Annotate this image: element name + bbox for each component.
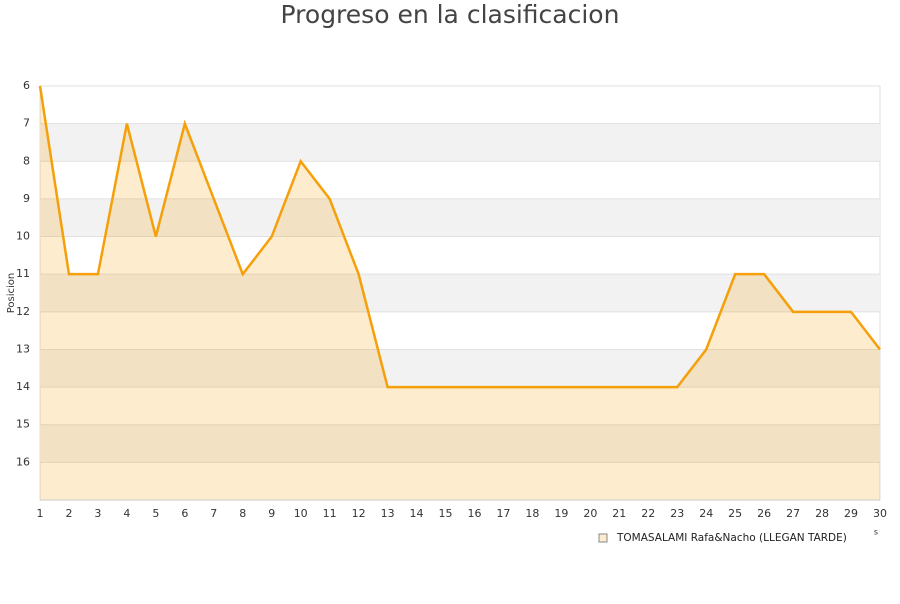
y-tick-label: 12 xyxy=(16,305,30,318)
x-tick-label: 10 xyxy=(294,507,308,520)
y-tick-label: 8 xyxy=(23,154,30,167)
x-tick-label: 20 xyxy=(583,507,597,520)
x-tick-label: 22 xyxy=(641,507,655,520)
x-tick-label: 30 xyxy=(873,507,887,520)
x-tick-label: 19 xyxy=(554,507,568,520)
y-tick-label: 11 xyxy=(16,267,30,280)
x-tick-label: 17 xyxy=(496,507,510,520)
x-axis-label: s xyxy=(874,528,878,537)
x-tick-label: 3 xyxy=(94,507,101,520)
legend-label: TOMASALAMI Rafa&Nacho (LLEGAN TARDE) xyxy=(616,532,847,544)
x-tick-label: 4 xyxy=(123,507,130,520)
x-tick-label: 28 xyxy=(815,507,829,520)
x-tick-label: 9 xyxy=(268,507,275,520)
grid-band xyxy=(40,123,880,162)
x-tick-label: 11 xyxy=(323,507,337,520)
x-tick-label: 24 xyxy=(699,507,713,520)
y-tick-label: 13 xyxy=(16,342,30,355)
x-tick-label: 7 xyxy=(210,507,217,520)
y-axis-label: Posicion xyxy=(6,273,17,314)
x-tick-label: 18 xyxy=(525,507,539,520)
x-tick-label: 12 xyxy=(352,507,366,520)
x-tick-label: 2 xyxy=(65,507,72,520)
line xyxy=(38,85,881,389)
area xyxy=(40,86,880,500)
x-tick-label: 25 xyxy=(728,507,742,520)
chart-title: Progreso en la clasificacion xyxy=(281,0,620,29)
x-tick-label: 16 xyxy=(467,507,481,520)
x-tick-label: 29 xyxy=(844,507,858,520)
grid-band xyxy=(40,424,880,463)
y-tick-label: 14 xyxy=(16,380,30,393)
x-tick-label: 26 xyxy=(757,507,771,520)
y-tick-label: 10 xyxy=(16,230,30,243)
x-tick-label: 5 xyxy=(152,507,159,520)
grid-band xyxy=(40,349,880,388)
grid-band xyxy=(40,274,880,312)
y-tick-label: 6 xyxy=(23,79,30,92)
y-tick-label: 16 xyxy=(16,455,30,468)
x-tick-label: 23 xyxy=(670,507,684,520)
x-tick-label: 14 xyxy=(410,507,424,520)
y-tick-label: 7 xyxy=(23,117,30,130)
x-tick-label: 27 xyxy=(786,507,800,520)
x-tick-label: 1 xyxy=(37,507,44,520)
y-tick-label: 15 xyxy=(16,418,30,431)
x-tick-label: 13 xyxy=(381,507,395,520)
x-tick-label: 21 xyxy=(612,507,626,520)
legend-marker xyxy=(598,533,608,543)
x-tick-label: 15 xyxy=(439,507,453,520)
x-tick-label: 6 xyxy=(181,507,188,520)
grid-band xyxy=(40,198,880,237)
x-tick-label: 8 xyxy=(239,507,246,520)
y-tick-label: 9 xyxy=(23,192,30,205)
